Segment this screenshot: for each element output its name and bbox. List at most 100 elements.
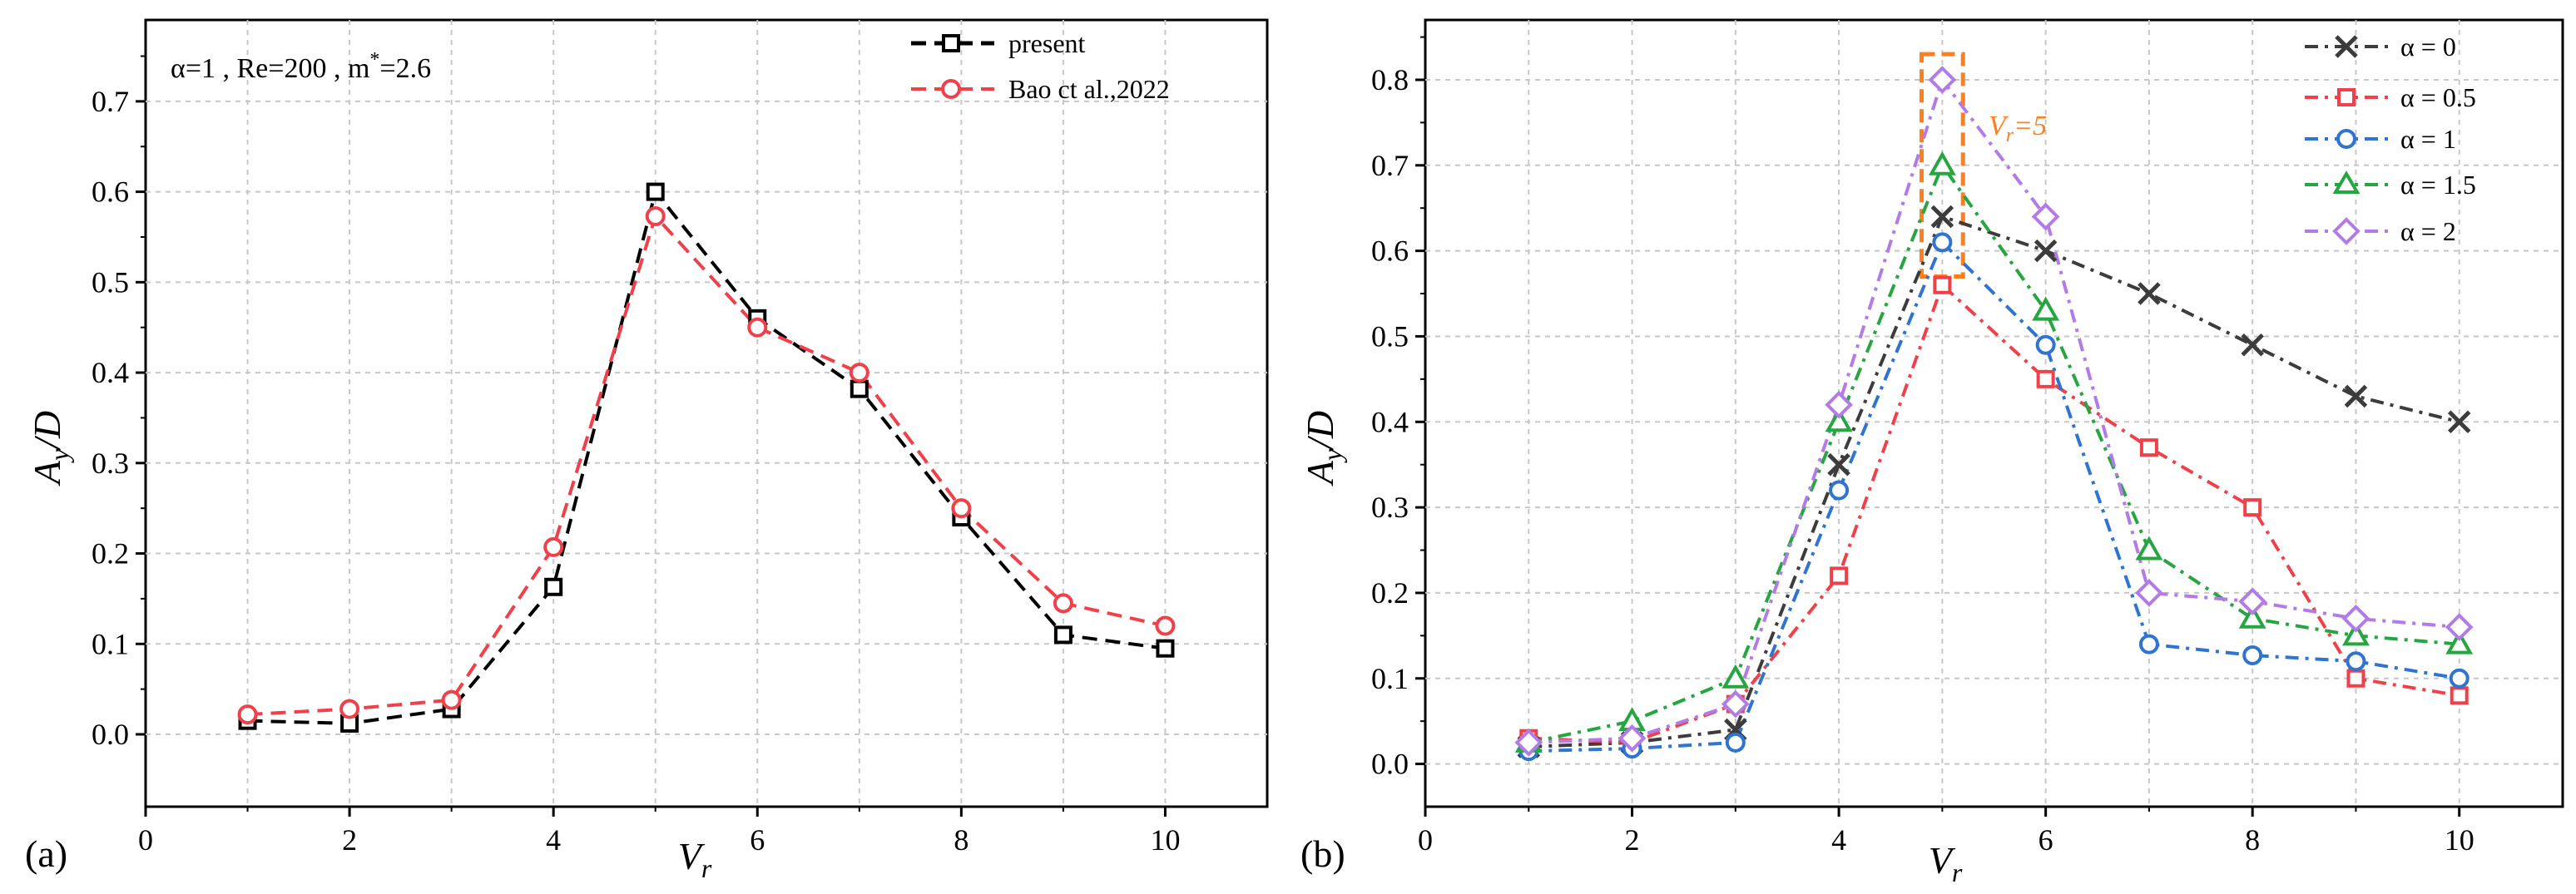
- y-tick-label: 0.3: [1371, 491, 1409, 524]
- x-tick-label: 8: [2245, 823, 2260, 857]
- data-point-1-4-5: [2031, 202, 2060, 231]
- y-tick-label: 0.1: [92, 627, 129, 660]
- data-point-1-1-4: [1933, 275, 1952, 294]
- y-tick-label: 0.5: [1371, 319, 1409, 353]
- data-point-1-4-4: [1928, 66, 1957, 94]
- series-markers-b: [1514, 66, 2474, 762]
- legend-item-alpha-1: α = 1: [2305, 124, 2456, 154]
- re-value: Re=200: [237, 53, 327, 84]
- mass-superscript: *: [369, 49, 379, 71]
- y-tick-label: 0.0: [1371, 748, 1409, 781]
- legend-label-present: present: [1008, 28, 1086, 58]
- y-tick-label: 0.2: [92, 537, 129, 570]
- data-point-1-4-8: [2341, 604, 2370, 633]
- legend-marker-diamond: [2332, 217, 2361, 245]
- data-point-1-2-4: [1932, 232, 1953, 253]
- data-point-0-0-9: [1156, 639, 1175, 658]
- data-point-1-1-7: [2243, 498, 2262, 517]
- legend-label-bao: Bao ct al.,2022: [1008, 74, 1170, 104]
- data-point-1-2-7: [2242, 645, 2263, 665]
- data-point-0-0-6: [850, 379, 869, 398]
- axis-ticks-b: 0.0 0.1 0.2 0.3 0.4 0.5 0.6 0.7 0.8 0 2 4 6 8 10: [1371, 36, 2474, 857]
- legend-marker-triangle: [2332, 170, 2361, 194]
- data-point-1-2-6: [2138, 634, 2159, 654]
- legend-marker-circle: [2336, 129, 2356, 149]
- data-point-0-0-4: [646, 182, 665, 201]
- data-point-0-0-3: [544, 577, 563, 596]
- data-point-0-1-0: [237, 704, 258, 725]
- y-tick-label: 0.8: [1371, 63, 1409, 96]
- y-axis-label-a: Ay/D: [26, 411, 74, 487]
- legend-label-alpha-0: α = 0: [2400, 32, 2456, 62]
- x-tick-label: 6: [750, 823, 765, 857]
- data-point-1-0-6: [2138, 282, 2161, 305]
- data-point-1-0-9: [2447, 410, 2471, 434]
- y-tick-label: 0.6: [92, 175, 129, 209]
- series-line-1-1: [1528, 283, 2460, 744]
- y-tick-label: 0.3: [92, 447, 129, 480]
- legend-marker-bao: [941, 79, 961, 99]
- data-point-1-4-9: [2445, 613, 2474, 641]
- panel-a: 0.0 0.1 0.2 0.3 0.4 0.5 0.6 0.7 0 2 4 6 8 10 α=1 , Re…: [25, 18, 1269, 883]
- series-line-1-0: [1528, 215, 2460, 749]
- x-tick-label: 6: [2039, 823, 2053, 857]
- params-annotation: α=1 , Re=200 , m*=2.6: [171, 49, 431, 84]
- legend-item-alpha-0-5: α = 0.5: [2305, 82, 2476, 112]
- data-point-0-1-3: [543, 536, 564, 557]
- data-point-0-0-8: [1053, 625, 1073, 645]
- plot-frame-a: [144, 18, 1269, 808]
- y-axis-label-b: Ay/D: [1299, 411, 1347, 487]
- data-point-1-4-7: [2238, 587, 2267, 616]
- x-tick-label: 2: [1625, 823, 1640, 857]
- data-point-1-4-2: [1721, 689, 1750, 719]
- series-lines-b: [1528, 77, 2460, 753]
- x-tick-label: 10: [2445, 823, 2474, 857]
- data-point-1-2-8: [2346, 651, 2366, 672]
- data-point-0-1-8: [1053, 593, 1073, 614]
- y-tick-label: 0.0: [92, 718, 129, 751]
- data-point-1-3-3: [1825, 407, 1853, 432]
- data-point-1-3-7: [2238, 604, 2266, 629]
- x-tick-label: 4: [1831, 823, 1846, 857]
- series-markers-a: [237, 182, 1176, 733]
- data-point-1-0-3: [1827, 452, 1850, 477]
- x-tick-label: 10: [1150, 823, 1180, 857]
- data-point-1-0-7: [2241, 333, 2264, 357]
- data-point-1-2-2: [1725, 732, 1746, 753]
- x-tick-label: 0: [138, 823, 153, 857]
- x-tick-label: 2: [342, 823, 357, 857]
- y-tick-label: 0.1: [1371, 662, 1409, 695]
- alpha-value: α=1: [171, 53, 215, 84]
- data-point-1-3-4: [1928, 151, 1956, 175]
- data-point-1-4-1: [1617, 724, 1647, 753]
- legend-item-alpha-0: α = 0: [2305, 32, 2456, 62]
- series-line-1-4: [1528, 77, 2460, 744]
- legend-b: α = 0 α = 0.5 α = 1 α = 1.5 α = 2: [2305, 32, 2476, 246]
- data-point-0-1-7: [951, 498, 972, 519]
- legend-label-alpha-1: α = 1: [2400, 124, 2456, 154]
- data-point-1-2-5: [2035, 334, 2056, 355]
- legend-marker-square: [2337, 88, 2356, 106]
- legend-a: present Bao ct al.,2022: [911, 28, 1170, 104]
- legend-item-alpha-2: α = 2: [2305, 216, 2456, 246]
- gridlines-a: [146, 20, 1267, 807]
- legend-marker-x: [2335, 35, 2358, 58]
- panel-label-a: (a): [25, 832, 67, 875]
- data-point-1-1-5: [2036, 369, 2055, 388]
- data-point-1-2-9: [2449, 668, 2469, 689]
- data-point-1-0-4: [1930, 205, 1954, 229]
- series-line-1-2: [1528, 240, 2460, 753]
- legend-item-bao: Bao ct al.,2022: [911, 74, 1170, 104]
- data-point-0-1-5: [747, 317, 768, 338]
- x-tick-label: 8: [954, 823, 968, 857]
- series-line-0-1: [247, 214, 1166, 717]
- y-tick-label: 0.2: [1371, 576, 1409, 610]
- y-tick-label: 0.7: [1371, 149, 1409, 182]
- x-axis-label-a: Vr: [678, 835, 712, 883]
- data-point-1-1-8: [2346, 669, 2365, 688]
- y-tick-label: 0.7: [92, 85, 129, 118]
- y-tick-label: 0.5: [92, 265, 129, 299]
- data-point-1-2-3: [1829, 480, 1850, 501]
- data-point-1-4-6: [2135, 579, 2163, 607]
- data-point-1-0-8: [2344, 384, 2368, 408]
